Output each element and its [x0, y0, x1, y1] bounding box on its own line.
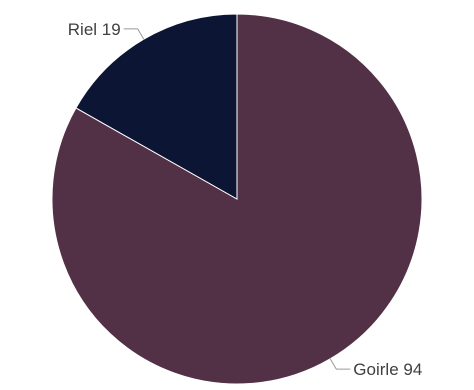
- pie-slices: [51, 13, 423, 385]
- pie-label-goirle: Goirle 94: [353, 360, 422, 379]
- pie-label-riel: Riel 19: [68, 20, 121, 39]
- pie-leader-riel: [123, 28, 145, 40]
- pie-leader-goirle: [329, 358, 351, 370]
- pie-leader-lines: [123, 28, 351, 370]
- pie-data-labels: Goirle 94 Riel 19: [68, 20, 423, 379]
